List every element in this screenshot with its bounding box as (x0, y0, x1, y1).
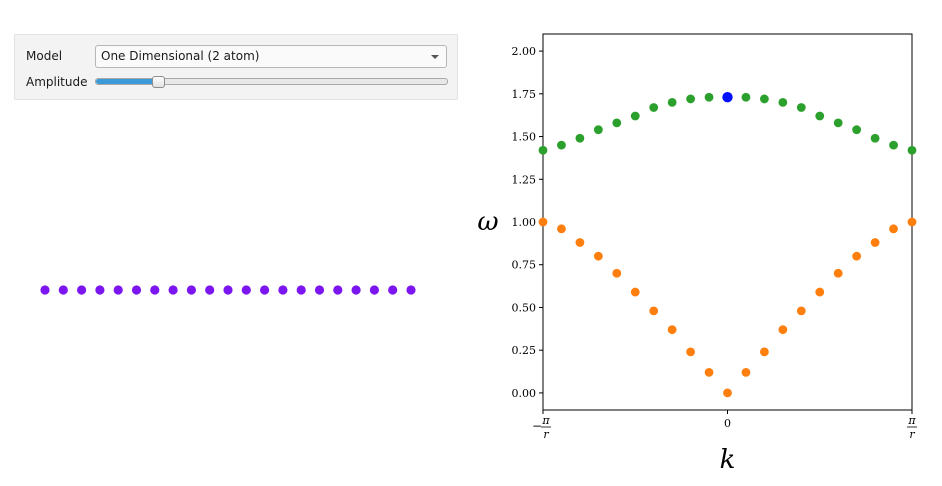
data-point (852, 125, 862, 135)
chevron-down-icon[interactable] (431, 55, 439, 59)
data-point (704, 368, 714, 377)
atom (296, 285, 306, 295)
controls-panel: Model One Dimensional (2 atom) Amplitude (14, 34, 458, 100)
atom (388, 285, 398, 295)
atom (314, 285, 325, 295)
data-point (612, 268, 622, 278)
y-axis-label: ω (477, 207, 498, 237)
svg-text:−: − (532, 419, 542, 433)
data-point (833, 268, 843, 278)
data-point (889, 224, 898, 234)
data-point (741, 368, 751, 377)
data-point (686, 94, 696, 104)
atom (351, 285, 361, 295)
data-point (778, 97, 788, 107)
data-point (686, 347, 696, 357)
data-point (575, 133, 585, 143)
svg-text:r: r (909, 428, 915, 441)
dispersion-plot: 0.000.250.500.751.001.251.501.752.00− πr0… (477, 33, 917, 475)
model-dropdown[interactable]: One Dimensional (2 atom) (95, 45, 447, 68)
y-tick-label: 1.25 (512, 173, 537, 186)
data-point (557, 224, 566, 234)
model-label: Model (26, 49, 63, 63)
atom (406, 285, 416, 295)
y-tick-label: 0.00 (512, 387, 537, 400)
model-dropdown-value: One Dimensional (2 atom) (101, 49, 260, 63)
y-tick-label: 0.75 (512, 259, 537, 272)
atom (77, 285, 87, 295)
x-axis-label: k (720, 445, 736, 475)
atom (131, 285, 142, 295)
atom (58, 285, 68, 295)
data-point (593, 125, 603, 135)
atom-chain-view (40, 285, 416, 295)
data-point (870, 133, 880, 143)
atom (186, 285, 196, 295)
y-tick-label: 1.00 (512, 216, 537, 229)
data-point (538, 145, 548, 155)
atom (260, 285, 270, 295)
y-tick-label: 2.00 (512, 45, 537, 58)
amplitude-slider-fill (96, 79, 160, 84)
atom (333, 285, 343, 295)
y-tick-label: 0.50 (512, 301, 537, 314)
data-point (741, 92, 751, 102)
data-point (870, 238, 880, 247)
atom (223, 285, 233, 295)
svg-text:r: r (543, 428, 549, 441)
x-tick-label: − πr (532, 414, 551, 441)
atom (95, 285, 105, 295)
data-point (649, 103, 659, 112)
x-tick-label: πr (907, 414, 917, 441)
amplitude-label: Amplitude (26, 75, 88, 89)
data-point (759, 94, 769, 104)
data-point (852, 251, 862, 261)
atom (168, 285, 178, 295)
y-tick-label: 1.50 (512, 131, 537, 144)
atom (241, 285, 251, 295)
y-tick-label: 1.75 (512, 88, 537, 101)
data-point (538, 217, 548, 227)
data-point (704, 92, 714, 102)
x-tick-label: 0 (724, 417, 731, 430)
plot-frame (542, 33, 913, 411)
data-point (833, 118, 843, 128)
data-point (815, 111, 825, 121)
data-point (649, 306, 659, 316)
atom (278, 285, 288, 295)
amplitude-slider-track[interactable] (95, 78, 448, 85)
data-point (667, 325, 677, 335)
atom (150, 285, 160, 295)
data-point (630, 287, 640, 297)
atom (113, 285, 123, 295)
data-point (796, 103, 806, 112)
data-point (778, 325, 788, 335)
amplitude-slider-handle[interactable] (152, 76, 166, 88)
svg-text:π: π (541, 414, 550, 427)
data-point (667, 97, 677, 107)
y-tick-label: 0.25 (512, 344, 537, 357)
data-point (723, 388, 732, 398)
selected-mode-point[interactable] (722, 92, 733, 103)
data-point (630, 111, 640, 121)
data-point (612, 118, 622, 128)
atom (369, 285, 379, 295)
svg-text:π: π (907, 414, 916, 427)
data-point (759, 347, 769, 357)
data-point (796, 306, 806, 316)
atom (205, 285, 215, 295)
data-point (889, 140, 898, 150)
data-point (907, 217, 917, 227)
atom (40, 285, 50, 295)
data-point (815, 287, 825, 297)
data-point (907, 145, 917, 155)
data-point (557, 140, 566, 150)
data-point (575, 238, 585, 247)
data-point (593, 251, 603, 261)
